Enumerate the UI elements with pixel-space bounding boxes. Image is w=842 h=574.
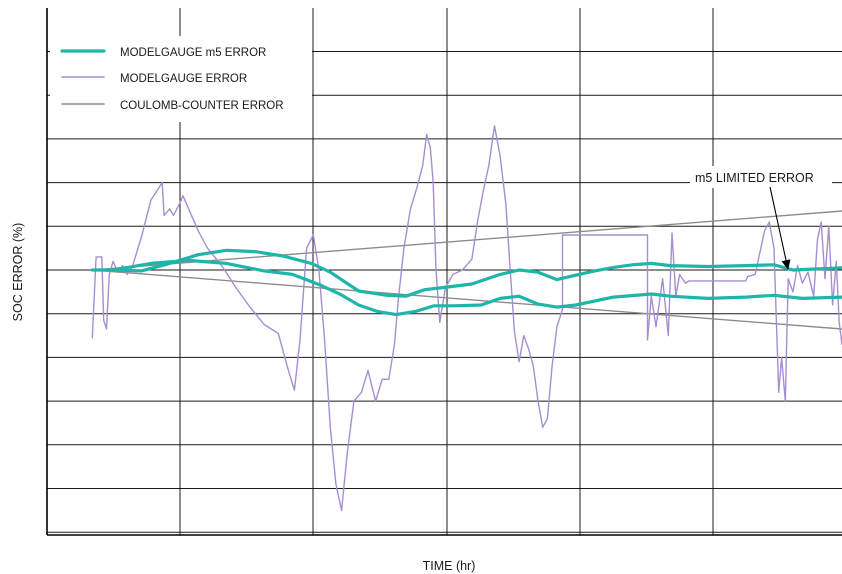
legend-label-coulomb: COULOMB-COUNTER ERROR xyxy=(120,100,284,112)
legend: MODELGAUGE m5 ERROR MODELGAUGE ERROR COU… xyxy=(50,36,312,122)
x-axis-label: TIME (hr) xyxy=(423,559,476,573)
annotation-label: m5 LIMITED ERROR xyxy=(695,171,814,185)
series-line-modelgauge-m5-error-0 xyxy=(90,248,842,298)
series-line-modelgauge-m5-error-1 xyxy=(111,258,842,317)
series-line-coulomb-counter-error-1 xyxy=(91,269,842,330)
annotation-arrow-line xyxy=(769,186,787,261)
annotation-background xyxy=(690,166,832,188)
series-layer xyxy=(90,125,842,512)
y-axis-label: SOC ERROR (%) xyxy=(11,223,25,322)
legend-label-m5: MODELGAUGE m5 ERROR xyxy=(120,47,266,59)
annotation: m5 LIMITED ERROR xyxy=(690,166,832,270)
series-line-modelgauge-error-0 xyxy=(91,125,842,512)
legend-label-modelgauge: MODELGAUGE ERROR xyxy=(120,73,247,85)
annotation-arrowhead xyxy=(781,259,791,270)
axes xyxy=(46,8,842,536)
